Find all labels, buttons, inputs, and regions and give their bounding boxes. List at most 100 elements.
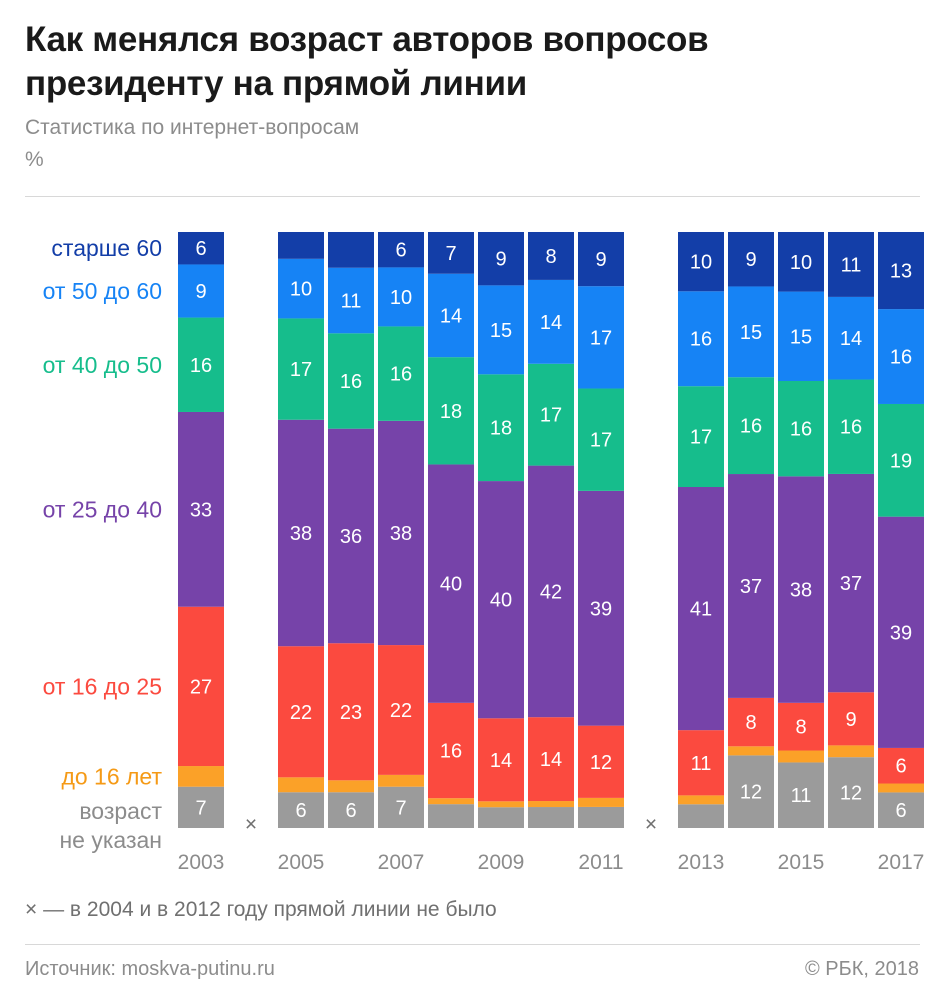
bottom-divider	[25, 944, 920, 945]
data-label-2003-старше-60: 6	[195, 238, 206, 260]
bar-2006-возраст-не-указан	[328, 792, 374, 828]
bar-2017-возраст-не-указан	[878, 792, 924, 828]
bar-2005-от-16-до-25	[278, 646, 324, 778]
bar-2010-возраст-не-указан	[528, 807, 574, 828]
bar-2017-от-25-до-40	[878, 516, 924, 748]
bar-2006-от-50-до-60	[328, 267, 374, 334]
data-label-2010-от-16-до-25: 14	[540, 749, 562, 771]
bar-2014-от-25-до-40	[728, 474, 774, 698]
bar-2014-старше-60	[728, 232, 774, 287]
copyright-note: © РБК, 2018	[804, 958, 919, 980]
bar-2013-старше-60	[678, 232, 724, 292]
legend-возраст-не-указан-line-2: не указан	[59, 827, 162, 853]
bar-2007-до-16-лет	[378, 774, 424, 787]
bar-2008-старше-60	[428, 232, 474, 274]
bar-2008-от-40-до-50	[428, 357, 474, 465]
bar-2006-от-16-до-25	[328, 643, 374, 781]
bar-2011-возраст-не-указан	[578, 806, 624, 828]
data-label-2006-от-50-до-60: 11	[341, 291, 362, 313]
data-label-2013-от-50-до-60: 16	[690, 329, 712, 351]
legend-от-16-до-25: от 16 до 25	[43, 673, 162, 699]
missing-year-marker-2012: ×	[645, 813, 657, 836]
data-label-2017-от-25-до-40: 39	[890, 622, 912, 644]
data-label-2011-от-16-до-25: 12	[590, 752, 612, 774]
bar-2015-старше-60	[778, 232, 824, 292]
data-label-2008-от-25-до-40: 40	[440, 574, 462, 596]
data-label-2007-возраст-не-указан: 7	[395, 797, 406, 819]
data-label-2007-от-25-до-40: 38	[390, 523, 412, 545]
bar-2011-от-16-до-25	[578, 725, 624, 798]
bar-2005-возраст-не-указан	[278, 792, 324, 828]
bar-2014-от-40-до-50	[728, 377, 774, 475]
chart-subtitle: Статистика по интернет-вопросам	[25, 116, 360, 139]
x-tick-2015: 2015	[778, 851, 825, 874]
data-label-2003-возраст-не-указан: 7	[195, 797, 206, 819]
bar-2017-от-16-до-25	[878, 747, 924, 784]
bar-2014-до-16-лет	[728, 746, 774, 756]
data-label-2014-от-16-до-25: 8	[745, 712, 756, 734]
data-label-2010-от-40-до-50: 17	[540, 405, 562, 427]
top-divider	[25, 196, 920, 197]
data-label-2014-старше-60: 9	[745, 249, 756, 271]
data-label-2013-от-16-до-25: 11	[691, 753, 712, 775]
data-label-2005-возраст-не-указан: 6	[295, 800, 306, 822]
data-label-2008-старше-60: 7	[445, 243, 456, 265]
data-label-2011-от-40-до-50: 17	[590, 430, 612, 452]
data-label-2008-от-16-до-25: 16	[440, 741, 462, 763]
bar-2014-от-50-до-60	[728, 286, 774, 378]
bar-2007-от-40-до-50	[378, 326, 424, 421]
data-label-2010-от-50-до-60: 14	[540, 312, 562, 334]
data-label-2017-от-16-до-25: 6	[895, 756, 906, 778]
bar-2017-старше-60	[878, 232, 924, 310]
bar-2008-от-50-до-60	[428, 273, 474, 358]
data-label-2003-от-40-до-50: 16	[190, 355, 212, 377]
bar-2003-до-16-лет	[178, 766, 224, 787]
x-tick-2005: 2005	[278, 851, 325, 874]
bar-2013-от-16-до-25	[678, 730, 724, 796]
data-label-2015-старше-60: 10	[790, 252, 812, 274]
data-label-2005-от-16-до-25: 22	[290, 702, 312, 724]
bar-2009-от-25-до-40	[478, 481, 524, 719]
data-label-2010-от-25-до-40: 42	[540, 581, 562, 603]
bar-2014-возраст-не-указан	[728, 755, 774, 828]
bar-2015-от-25-до-40	[778, 476, 824, 703]
data-label-2006-от-40-до-50: 16	[340, 371, 362, 393]
bar-2016-от-50-до-60	[828, 296, 874, 380]
bar-2016-от-40-до-50	[828, 379, 874, 474]
x-tick-2007: 2007	[378, 851, 425, 874]
bar-2011-от-40-до-50	[578, 388, 624, 491]
x-tick-2003: 2003	[178, 851, 225, 874]
bar-2013-от-40-до-50	[678, 386, 724, 488]
bar-2006-от-25-до-40	[328, 428, 374, 644]
bar-2010-старше-60	[528, 232, 574, 280]
data-label-2005-от-25-до-40: 38	[290, 523, 312, 545]
bar-2010-от-40-до-50	[528, 363, 574, 466]
bar-2010-от-16-до-25	[528, 717, 574, 802]
bar-2011-от-25-до-40	[578, 490, 624, 726]
bar-2017-до-16-лет	[878, 783, 924, 793]
bar-2017-от-50-до-60	[878, 309, 924, 404]
bar-2011-старше-60	[578, 232, 624, 287]
data-label-2015-от-25-до-40: 38	[790, 580, 812, 602]
data-label-2011-от-50-до-60: 17	[590, 327, 612, 349]
data-label-2017-от-50-до-60: 16	[890, 347, 912, 369]
bar-2009-от-16-до-25	[478, 718, 524, 802]
data-label-2011-от-25-до-40: 39	[590, 598, 612, 620]
data-label-2008-от-50-до-60: 14	[440, 305, 462, 327]
legend-старше-60: старше 60	[51, 235, 162, 261]
bar-2008-до-16-лет	[428, 798, 474, 805]
bar-2011-от-50-до-60	[578, 286, 624, 389]
bar-2017-от-40-до-50	[878, 403, 924, 517]
bar-2014-от-16-до-25	[728, 697, 774, 747]
data-label-2016-старше-60: 11	[841, 254, 862, 276]
data-label-2007-от-40-до-50: 16	[390, 364, 412, 386]
data-label-2017-от-40-до-50: 19	[890, 450, 912, 472]
bar-2003-от-40-до-50	[178, 317, 224, 412]
x-tick-2017: 2017	[878, 851, 925, 874]
data-label-2009-от-40-до-50: 18	[490, 418, 512, 440]
footnote: × — в 2004 и в 2012 году прямой линии не…	[25, 898, 497, 921]
bar-2005-от-50-до-60	[278, 258, 324, 319]
bar-2016-до-16-лет	[828, 745, 874, 758]
data-label-2009-от-25-до-40: 40	[490, 590, 512, 612]
